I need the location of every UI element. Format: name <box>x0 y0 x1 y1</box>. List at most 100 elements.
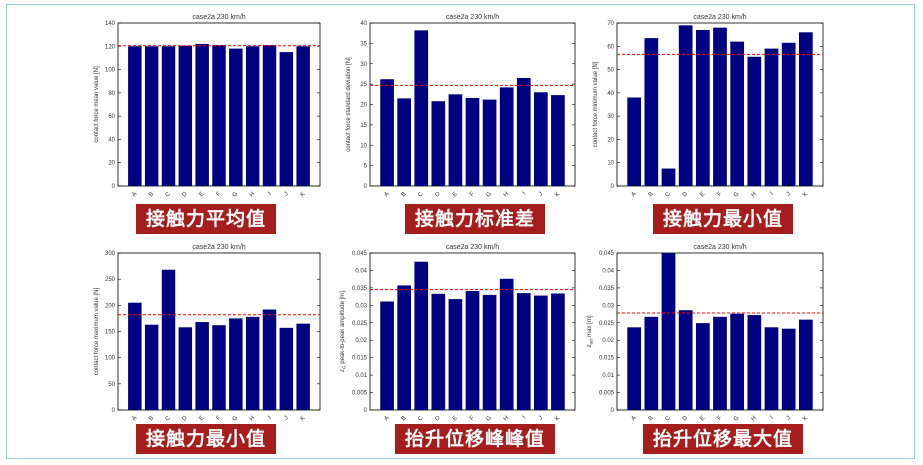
x-tick-label: G <box>733 415 741 423</box>
x-tick-label: C <box>165 191 173 199</box>
bar-D <box>678 310 693 410</box>
x-tick-label: H <box>249 191 256 198</box>
y-tick-label: 20 <box>108 161 115 167</box>
bar-H <box>499 87 514 186</box>
bar-B <box>144 46 159 187</box>
y-tick-label: 0.005 <box>599 391 615 397</box>
x-tick-label: F <box>469 415 476 422</box>
bar-G <box>229 318 243 410</box>
y-tick-label: 100 <box>105 68 116 74</box>
y-tick-label: 60 <box>607 44 614 50</box>
bar-A <box>128 302 142 410</box>
x-tick-label: F <box>717 191 724 198</box>
x-tick-label: K <box>802 415 809 422</box>
banner-min: 接触力最小值 <box>652 204 794 234</box>
y-tick-label: 0.03 <box>602 303 614 309</box>
x-tick-label: E <box>452 415 459 422</box>
y-tick-label: 300 <box>105 251 116 257</box>
y-tick-label: 50 <box>108 382 115 388</box>
bar-F <box>465 97 480 186</box>
chart-zmax: case2a 230 km/h 0 0.005 0.01 0.015 0.02 0.025 0… <box>587 244 824 423</box>
x-tick-label: K <box>554 415 561 422</box>
y-tick-label: 250 <box>105 277 116 283</box>
bar-K <box>296 323 310 410</box>
y-tick-label: 20 <box>607 137 614 143</box>
bar-F <box>713 316 727 410</box>
x-tick-label: H <box>249 415 256 422</box>
bar-C <box>414 30 429 187</box>
bar-D <box>678 25 693 187</box>
y-tick-label: 0.01 <box>602 373 614 379</box>
y-tick-label: 0.025 <box>352 321 368 327</box>
banner-peak: 抬升位移峰峰值 <box>394 424 556 454</box>
y-tick-label: 0.02 <box>355 338 367 344</box>
x-tick-label: J <box>538 191 544 197</box>
y-tick-label: 0.005 <box>352 391 368 397</box>
y-tick-label: 15 <box>360 123 367 129</box>
bar-I <box>516 293 531 410</box>
y-axis-label: contact force mean value [N] <box>94 66 100 143</box>
y-tick-label: 25 <box>360 82 367 88</box>
x-tick-label: F <box>216 191 223 198</box>
bar-B <box>644 316 659 410</box>
x-tick-label: A <box>630 191 637 198</box>
y-axis-label: zact max [m] <box>587 315 594 347</box>
bar-B <box>144 324 159 410</box>
bar-I <box>262 45 277 186</box>
x-tick-label: G <box>232 191 240 199</box>
x-tick-label: A <box>630 415 637 422</box>
bar-K <box>551 95 565 186</box>
bar-A <box>627 97 642 186</box>
chart-title: case2a 230 km/h <box>693 244 746 251</box>
bar-C <box>661 168 676 186</box>
x-tick-label: F <box>717 415 724 422</box>
x-tick-label: J <box>538 415 544 421</box>
bar-H <box>245 46 260 187</box>
x-tick-label: G <box>733 191 741 199</box>
y-tick-label: 30 <box>607 114 614 120</box>
y-tick-label: 10 <box>607 161 614 167</box>
bar-I <box>262 309 277 410</box>
chart-title: case2a 230 km/h <box>192 244 245 251</box>
y-tick-label: 0.045 <box>599 251 615 257</box>
bar-A <box>128 46 142 187</box>
bar-J <box>781 42 796 186</box>
y-tick-label: 140 <box>105 21 116 27</box>
bar-G <box>229 48 243 186</box>
bar-J <box>534 295 548 410</box>
chart-panel-max: case2a 230 km/h 0 50 100 150 200 250 300 contact… <box>30 238 321 460</box>
x-tick-label: I <box>522 415 528 421</box>
bar-B <box>644 38 659 186</box>
x-tick-label: D <box>682 415 690 423</box>
chart-panel-std: case2a 230 km/h 0 5 10 15 20 25 30 35 40 contact f… <box>325 8 615 234</box>
chart-panel-peak: case2a 230 km/h 0 0.005 0.01 0.015 0.02 0.025 0… <box>325 238 615 460</box>
bar-F <box>212 325 226 410</box>
y-tick-label: 0.025 <box>599 321 615 327</box>
bar-A <box>380 301 394 410</box>
x-tick-label: H <box>750 415 757 422</box>
y-tick-label: 0.03 <box>355 303 367 309</box>
x-tick-label: I <box>522 191 528 197</box>
bar-K <box>296 46 310 187</box>
bar-F <box>212 45 226 186</box>
bar-K <box>798 319 813 410</box>
bar-G <box>482 99 497 186</box>
x-tick-label: G <box>232 415 240 423</box>
x-tick-label: G <box>485 415 493 423</box>
x-tick-label: F <box>469 191 476 198</box>
y-tick-label: 0.04 <box>602 268 614 274</box>
y-tick-label: 120 <box>105 44 116 50</box>
x-tick-label: E <box>699 415 706 422</box>
y-tick-label: 30 <box>360 62 367 68</box>
chart-title: case2a 230 km/h <box>446 244 499 251</box>
x-tick-label: E <box>198 415 205 422</box>
chart-title: case2a 230 km/h <box>192 14 245 21</box>
x-tick-label: C <box>417 191 425 199</box>
x-tick-label: B <box>648 415 655 422</box>
y-tick-label: 0 <box>112 408 116 414</box>
x-tick-label: H <box>750 191 757 198</box>
x-tick-label: K <box>554 191 561 198</box>
x-tick-label: I <box>769 191 775 197</box>
chart-panel-zmax: case2a 230 km/h 0 0.005 0.01 0.015 0.02 0.025 0… <box>585 238 875 460</box>
bar-F <box>465 291 480 410</box>
